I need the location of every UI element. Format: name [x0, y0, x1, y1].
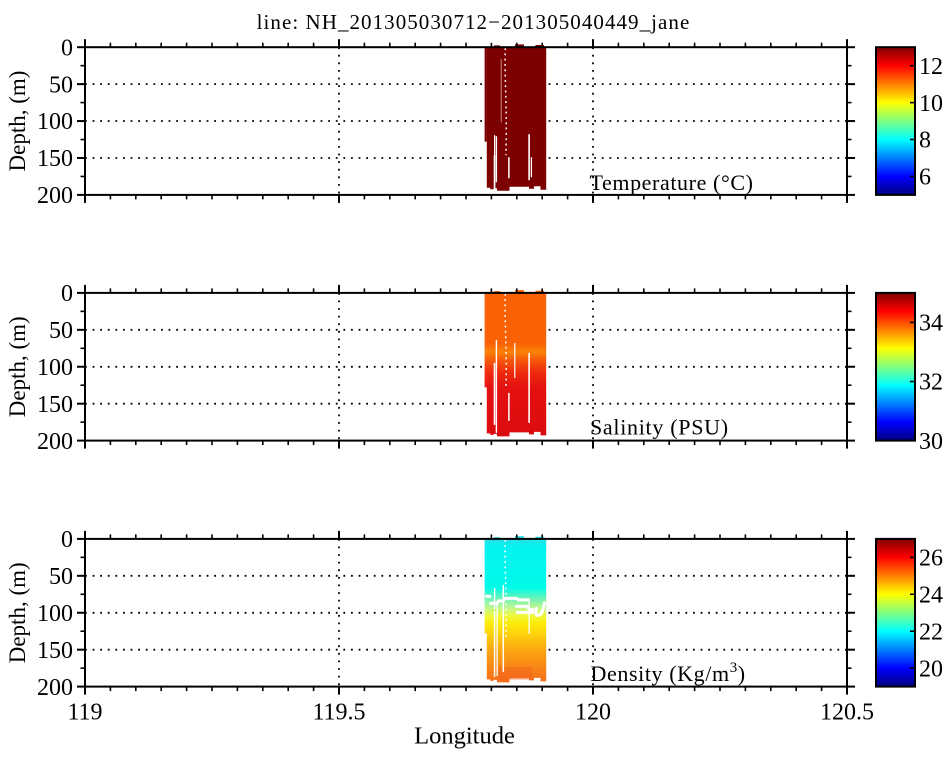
svg-text:50: 50	[49, 72, 73, 98]
svg-text:30: 30	[919, 429, 943, 455]
svg-text:50: 50	[49, 564, 73, 590]
svg-text:200: 200	[37, 429, 73, 455]
svg-text:120.5: 120.5	[820, 700, 874, 726]
svg-text:line: NH_201305030712−20130504: line: NH_201305030712−201305040449_jane	[257, 10, 691, 34]
svg-text:20: 20	[919, 656, 943, 682]
svg-text:0: 0	[61, 527, 73, 553]
svg-text:Density (Kg/m3): Density (Kg/m3)	[591, 660, 746, 686]
svg-text:150: 150	[37, 392, 73, 418]
svg-text:100: 100	[37, 355, 73, 381]
svg-text:50: 50	[49, 318, 73, 344]
svg-text:200: 200	[37, 183, 73, 209]
svg-text:150: 150	[37, 638, 73, 664]
svg-text:Depth, (m): Depth, (m)	[5, 71, 30, 172]
svg-text:6: 6	[919, 165, 931, 191]
svg-text:10: 10	[919, 91, 943, 117]
svg-text:100: 100	[37, 601, 73, 627]
svg-text:22: 22	[919, 619, 943, 645]
svg-text:119: 119	[67, 700, 102, 726]
svg-text:Depth, (m): Depth, (m)	[5, 562, 30, 663]
svg-text:200: 200	[37, 675, 73, 701]
svg-text:Salinity (PSU): Salinity (PSU)	[590, 415, 729, 440]
svg-text:0: 0	[61, 35, 73, 61]
svg-text:Depth, (m): Depth, (m)	[5, 316, 30, 417]
svg-text:26: 26	[919, 546, 943, 572]
svg-text:100: 100	[37, 109, 73, 135]
svg-text:0: 0	[61, 281, 73, 307]
svg-text:32: 32	[919, 370, 943, 396]
svg-text:24: 24	[919, 583, 943, 609]
svg-text:12: 12	[919, 54, 943, 80]
svg-text:Longitude: Longitude	[414, 723, 515, 750]
svg-text:8: 8	[919, 128, 931, 154]
svg-text:150: 150	[37, 146, 73, 172]
svg-text:120: 120	[575, 700, 611, 726]
svg-text:119.5: 119.5	[312, 700, 365, 726]
svg-text:34: 34	[919, 311, 943, 337]
svg-text:Temperature (°C): Temperature (°C)	[590, 170, 754, 195]
